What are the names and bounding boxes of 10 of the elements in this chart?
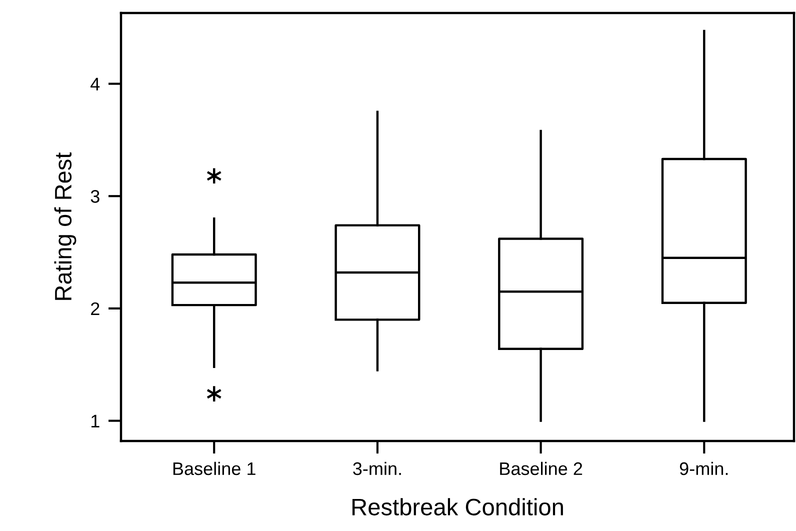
x-tick-label: 9-min. <box>680 462 728 476</box>
x-axis-title: Restbreak Condition <box>352 498 563 516</box>
x-tick-label: Baseline 2 <box>500 462 582 476</box>
y-tick-label: 2 <box>91 302 100 315</box>
y-tick-label: 1 <box>92 414 100 428</box>
y-tick-label: 4 <box>90 78 100 90</box>
y-tick-label: 3 <box>90 190 100 203</box>
x-tick-label: 3-min. <box>353 462 401 476</box>
x-tick-label: Baseline 1 <box>173 462 256 476</box>
y-axis-title: Rating of Rest <box>54 152 76 300</box>
